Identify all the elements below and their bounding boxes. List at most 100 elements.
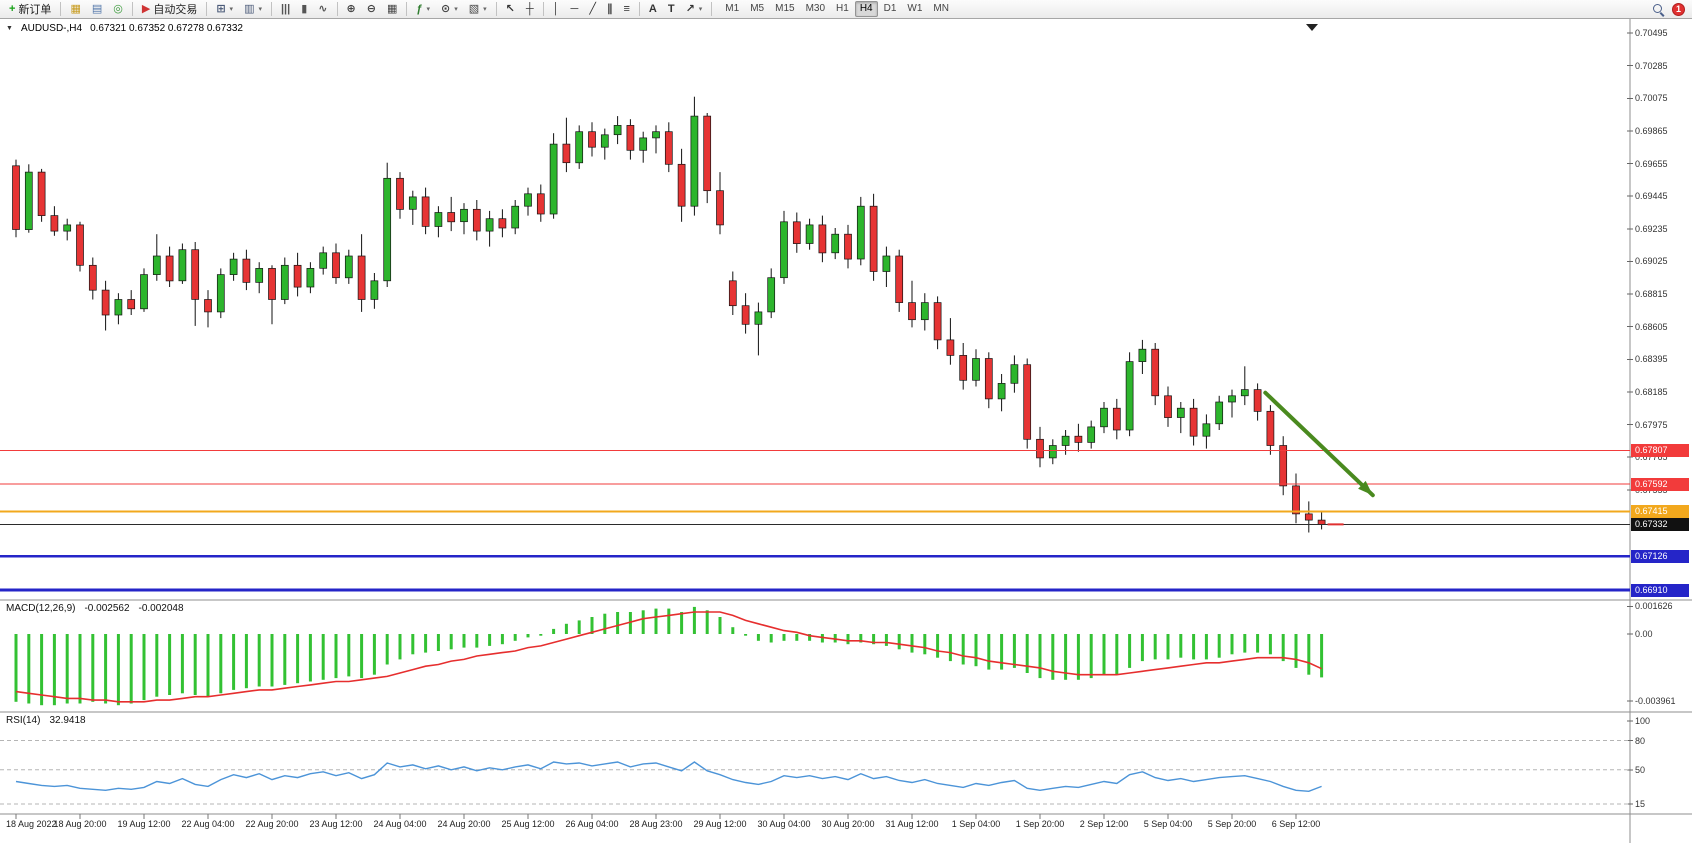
tile-windows-button[interactable]: ▦ <box>382 1 402 18</box>
macd-bar <box>321 634 325 680</box>
candle <box>1176 402 1185 434</box>
candle-chart-button[interactable]: ▮ <box>296 1 312 18</box>
timeframe-m1[interactable]: M1 <box>725 3 740 14</box>
indicators-button[interactable]: ƒ ▾ <box>411 1 435 18</box>
zoom-in-button[interactable]: ⊕ <box>342 1 361 18</box>
candle <box>664 122 673 173</box>
candle <box>114 293 123 325</box>
price-tick-label: 0.70075 <box>1635 93 1668 104</box>
zoom-out-button[interactable]: ⊖ <box>362 1 381 18</box>
macd-bar <box>488 634 492 646</box>
dropdown-caret-icon: ▾ <box>454 6 458 13</box>
timeframe-m30[interactable]: M30 <box>805 3 826 14</box>
trendline-button[interactable]: ╱ <box>584 1 601 18</box>
market-watch-icon: ▦ <box>70 3 81 15</box>
candle-chart-icon: ▮ <box>301 3 308 15</box>
arrows-button[interactable]: ↗ ▾ <box>681 1 708 18</box>
macd-bar <box>91 634 95 702</box>
templates-icon: ▧ <box>468 3 480 15</box>
support-line-blue-1-badge[interactable]: 0.67126 <box>1631 549 1689 563</box>
arrows-icon: ↗ <box>685 3 695 15</box>
fibonacci-icon: ≡ <box>623 3 630 15</box>
rsi-indicator-label: RSI(14) 32.9418 <box>6 715 86 726</box>
candle <box>101 280 110 331</box>
channel-button[interactable]: ∥ <box>602 1 618 18</box>
candle <box>498 209 507 238</box>
macd-bar <box>795 634 799 641</box>
macd-bar <box>859 634 863 643</box>
price-tick-label: 0.68185 <box>1635 386 1668 397</box>
macd-bar <box>52 634 56 706</box>
candle <box>383 162 392 287</box>
fibonacci-button[interactable]: ≡ <box>618 1 634 18</box>
text-button[interactable]: A <box>644 1 662 18</box>
candle <box>652 125 660 154</box>
candle <box>754 302 763 356</box>
chart-shift-marker-icon[interactable] <box>1306 24 1318 31</box>
collapse-icon[interactable]: ▼ <box>6 25 13 32</box>
macd-bar <box>1153 634 1157 660</box>
time-label: 19 Aug 12:00 <box>117 819 171 829</box>
timeframe-m5[interactable]: M5 <box>750 3 765 14</box>
timeframe-mn[interactable]: MN <box>933 3 949 14</box>
resistance-line-1-badge[interactable]: 0.67807 <box>1631 444 1689 458</box>
templates-button[interactable]: ▧ ▾ <box>464 1 492 18</box>
candle <box>1151 343 1160 406</box>
macd-bar <box>142 634 146 701</box>
candle <box>37 168 46 222</box>
vline-button[interactable]: │ <box>548 1 565 18</box>
macd-bar <box>654 608 658 634</box>
autotrade-button[interactable]: ▶ 自动交易 <box>137 1 202 18</box>
candle <box>1304 501 1313 533</box>
macd-bar <box>731 627 735 634</box>
macd-bar <box>936 634 940 658</box>
profiles-button[interactable]: ▥ ▾ <box>239 1 267 18</box>
cursor-button[interactable]: ↖ <box>501 1 520 18</box>
macd-bar <box>283 634 287 685</box>
support-line-orange-badge[interactable]: 0.67415 <box>1631 505 1689 519</box>
hline-button[interactable]: ─ <box>566 1 584 18</box>
navigator-button[interactable]: ◎ <box>108 1 128 18</box>
toolbar-separator <box>542 2 544 16</box>
trend-arrow[interactable] <box>1263 390 1375 498</box>
line-chart-button[interactable]: ∿ <box>313 1 332 18</box>
notification-badge[interactable]: 1 <box>1672 2 1685 16</box>
price-tick-label: 0.69025 <box>1635 256 1668 267</box>
timeframe-h4[interactable]: H4 <box>854 1 878 17</box>
macd-bar <box>1038 634 1042 679</box>
rsi-scale-label: 100 <box>1635 716 1651 726</box>
periods-button[interactable]: ⊙ ▾ <box>436 1 463 18</box>
candle <box>1087 420 1096 449</box>
macd-bar <box>1179 634 1183 658</box>
market-watch-button[interactable]: ▦ <box>65 1 85 18</box>
toolbar-separator <box>131 2 133 16</box>
macd-bar <box>1217 634 1221 658</box>
timeframe-d1[interactable]: D1 <box>883 3 897 14</box>
dropdown-caret-icon: ▾ <box>698 6 703 13</box>
timeframe-m15[interactable]: M15 <box>775 3 795 14</box>
data-window-button[interactable]: ▤ <box>87 1 107 18</box>
text-label-button[interactable]: T <box>663 1 680 18</box>
support-line-blue-2-badge[interactable]: 0.66910 <box>1631 583 1689 597</box>
crosshair-button[interactable]: ┼ <box>521 1 539 18</box>
macd-bar <box>206 634 210 697</box>
new-chart-button[interactable]: ⊞ ▾ <box>211 1 238 18</box>
new-order-button[interactable]: + 新订单 <box>4 1 56 18</box>
timeframe-h1[interactable]: H1 <box>836 3 849 14</box>
text-label-icon: T <box>667 3 675 15</box>
current-price-line-badge[interactable]: 0.67332 <box>1631 517 1689 531</box>
time-label: 5 Sep 20:00 <box>1207 819 1257 829</box>
bar-chart-button[interactable]: ||| <box>276 1 295 18</box>
macd-bar <box>180 634 184 694</box>
candle <box>472 200 481 241</box>
toolbar-separator <box>336 2 338 16</box>
time-label: 6 Sep 12:00 <box>1271 819 1321 829</box>
search-icon[interactable] <box>1652 3 1665 16</box>
rsi-scale-label: 80 <box>1635 735 1646 746</box>
line-chart-icon: ∿ <box>318 3 328 15</box>
resistance-line-2-badge[interactable]: 0.67592 <box>1631 477 1689 491</box>
horizontal-lines-layer <box>0 450 1630 592</box>
timeframe-w1[interactable]: W1 <box>907 3 923 14</box>
macd-bar <box>756 634 760 641</box>
